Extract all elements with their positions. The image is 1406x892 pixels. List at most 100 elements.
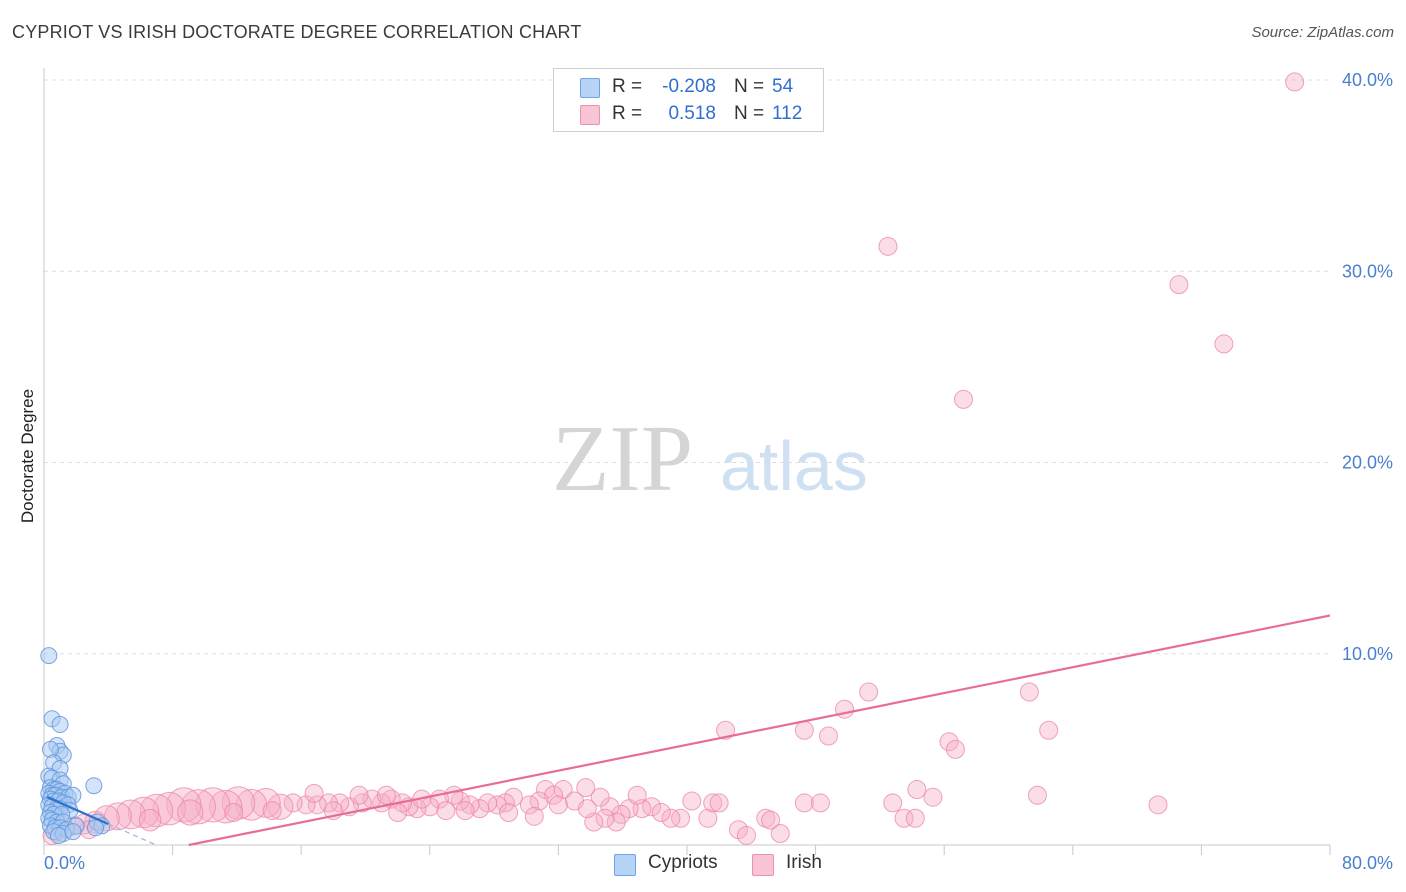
irish-point <box>180 789 216 825</box>
legend-r-value: -0.208 <box>662 76 716 97</box>
irish-point <box>115 799 146 830</box>
irish-point <box>953 389 973 409</box>
irish-point <box>577 799 597 819</box>
cypriot-point <box>64 823 82 841</box>
y-tick-label: 30.0% <box>1342 261 1393 281</box>
irish-point <box>671 808 691 828</box>
y-tick-label: 10.0% <box>1342 644 1393 664</box>
watermark-zip: ZIP <box>552 407 693 511</box>
axis-labels: 10.0% 20.0% 30.0% 40.0% 0.0% 80.0% <box>44 70 1393 873</box>
irish-point <box>224 802 244 822</box>
irish-point <box>907 780 927 800</box>
x-tick-label-min: 0.0% <box>44 853 85 873</box>
cypriots-legend-swatch <box>614 854 636 876</box>
legend-r-label: R = <box>612 103 643 124</box>
irish-point <box>642 797 662 817</box>
cypriots-swatch <box>580 78 600 98</box>
irish-point <box>661 808 681 828</box>
irish-point <box>262 801 282 821</box>
irish-point <box>703 793 723 813</box>
irish-point <box>905 808 925 828</box>
cypriot-points <box>40 647 111 844</box>
irish-point <box>519 795 539 815</box>
irish-point <box>945 739 965 759</box>
irish-point <box>794 793 814 813</box>
irish-point <box>736 825 756 845</box>
legend-r-label: R = <box>612 76 643 97</box>
irish-point <box>127 796 160 829</box>
watermark: ZIP atlas <box>552 407 868 511</box>
x-tick-label-max: 80.0% <box>1342 853 1393 873</box>
legend-n-label: N = <box>734 76 765 97</box>
irish-point <box>208 790 243 824</box>
irish-swatch <box>580 105 600 125</box>
irish-point <box>894 808 914 828</box>
irish-point <box>235 789 268 821</box>
irish-point <box>859 682 879 702</box>
irish-trend-line <box>188 614 1331 847</box>
irish-legend-label: Irish <box>786 852 822 873</box>
irish-point <box>499 802 519 822</box>
correlation-legend: R = -0.208 N = 54 R = 0.518 N = 112 <box>553 68 824 132</box>
y-tick-label: 40.0% <box>1342 70 1393 90</box>
irish-point <box>1039 720 1059 740</box>
y-axis-title: Doctorate Degree <box>18 389 37 523</box>
irish-point <box>304 783 324 803</box>
irish-point <box>283 793 303 813</box>
irish-point <box>544 785 564 805</box>
irish-point <box>1019 682 1039 702</box>
irish-point <box>470 799 490 819</box>
legend-r-value: 0.518 <box>668 103 716 124</box>
legend-n-value: 112 <box>772 103 803 124</box>
irish-point <box>716 720 736 740</box>
irish-point <box>1285 72 1305 92</box>
irish-point <box>152 791 187 826</box>
cypriot-trend-line <box>46 796 109 825</box>
chart-title: CYPRIOT VS IRISH DOCTORATE DEGREE CORREL… <box>12 22 582 42</box>
irish-point <box>1169 275 1189 295</box>
y-tick-label: 20.0% <box>1342 453 1393 473</box>
irish-point <box>627 785 647 805</box>
irish-point <box>436 801 456 821</box>
irish-point <box>529 791 549 811</box>
cypriot-point <box>51 716 69 734</box>
irish-point <box>698 808 718 828</box>
irish-point <box>794 720 814 740</box>
irish-point <box>606 812 626 832</box>
irish-point <box>590 787 610 807</box>
irish-point <box>576 778 596 798</box>
irish-point <box>349 785 369 805</box>
legend-n-label: N = <box>734 103 765 124</box>
cypriot-point <box>49 826 67 844</box>
irish-point <box>455 801 475 821</box>
legend-n-value: 54 <box>772 76 794 97</box>
irish-point <box>138 808 162 832</box>
irish-point <box>770 824 790 844</box>
irish-point <box>709 793 729 813</box>
irish-point <box>883 793 903 813</box>
legend-row-cypriots: R = -0.208 N = 54 <box>554 74 823 100</box>
irish-point <box>835 699 855 719</box>
irish-point <box>139 793 174 828</box>
irish-point <box>388 802 408 822</box>
cypriot-point <box>85 777 103 795</box>
irish-point <box>1027 785 1047 805</box>
irish-point <box>352 793 372 813</box>
cypriots-legend-label: Cypriots <box>648 852 718 873</box>
irish-point <box>166 787 202 823</box>
irish-point <box>177 799 204 826</box>
irish-point <box>221 786 256 820</box>
irish-point <box>330 793 350 813</box>
irish-point <box>1214 334 1234 354</box>
cypriot-point <box>86 819 104 837</box>
irish-point <box>878 236 898 256</box>
irish-point <box>376 785 396 805</box>
irish-point <box>1148 795 1168 815</box>
irish-point <box>595 808 615 828</box>
irish-point <box>548 795 568 815</box>
irish-point <box>810 793 830 813</box>
irish-point <box>682 791 702 811</box>
source-label: Source: ZipAtlas.com <box>1251 24 1394 41</box>
irish-point <box>524 806 544 826</box>
